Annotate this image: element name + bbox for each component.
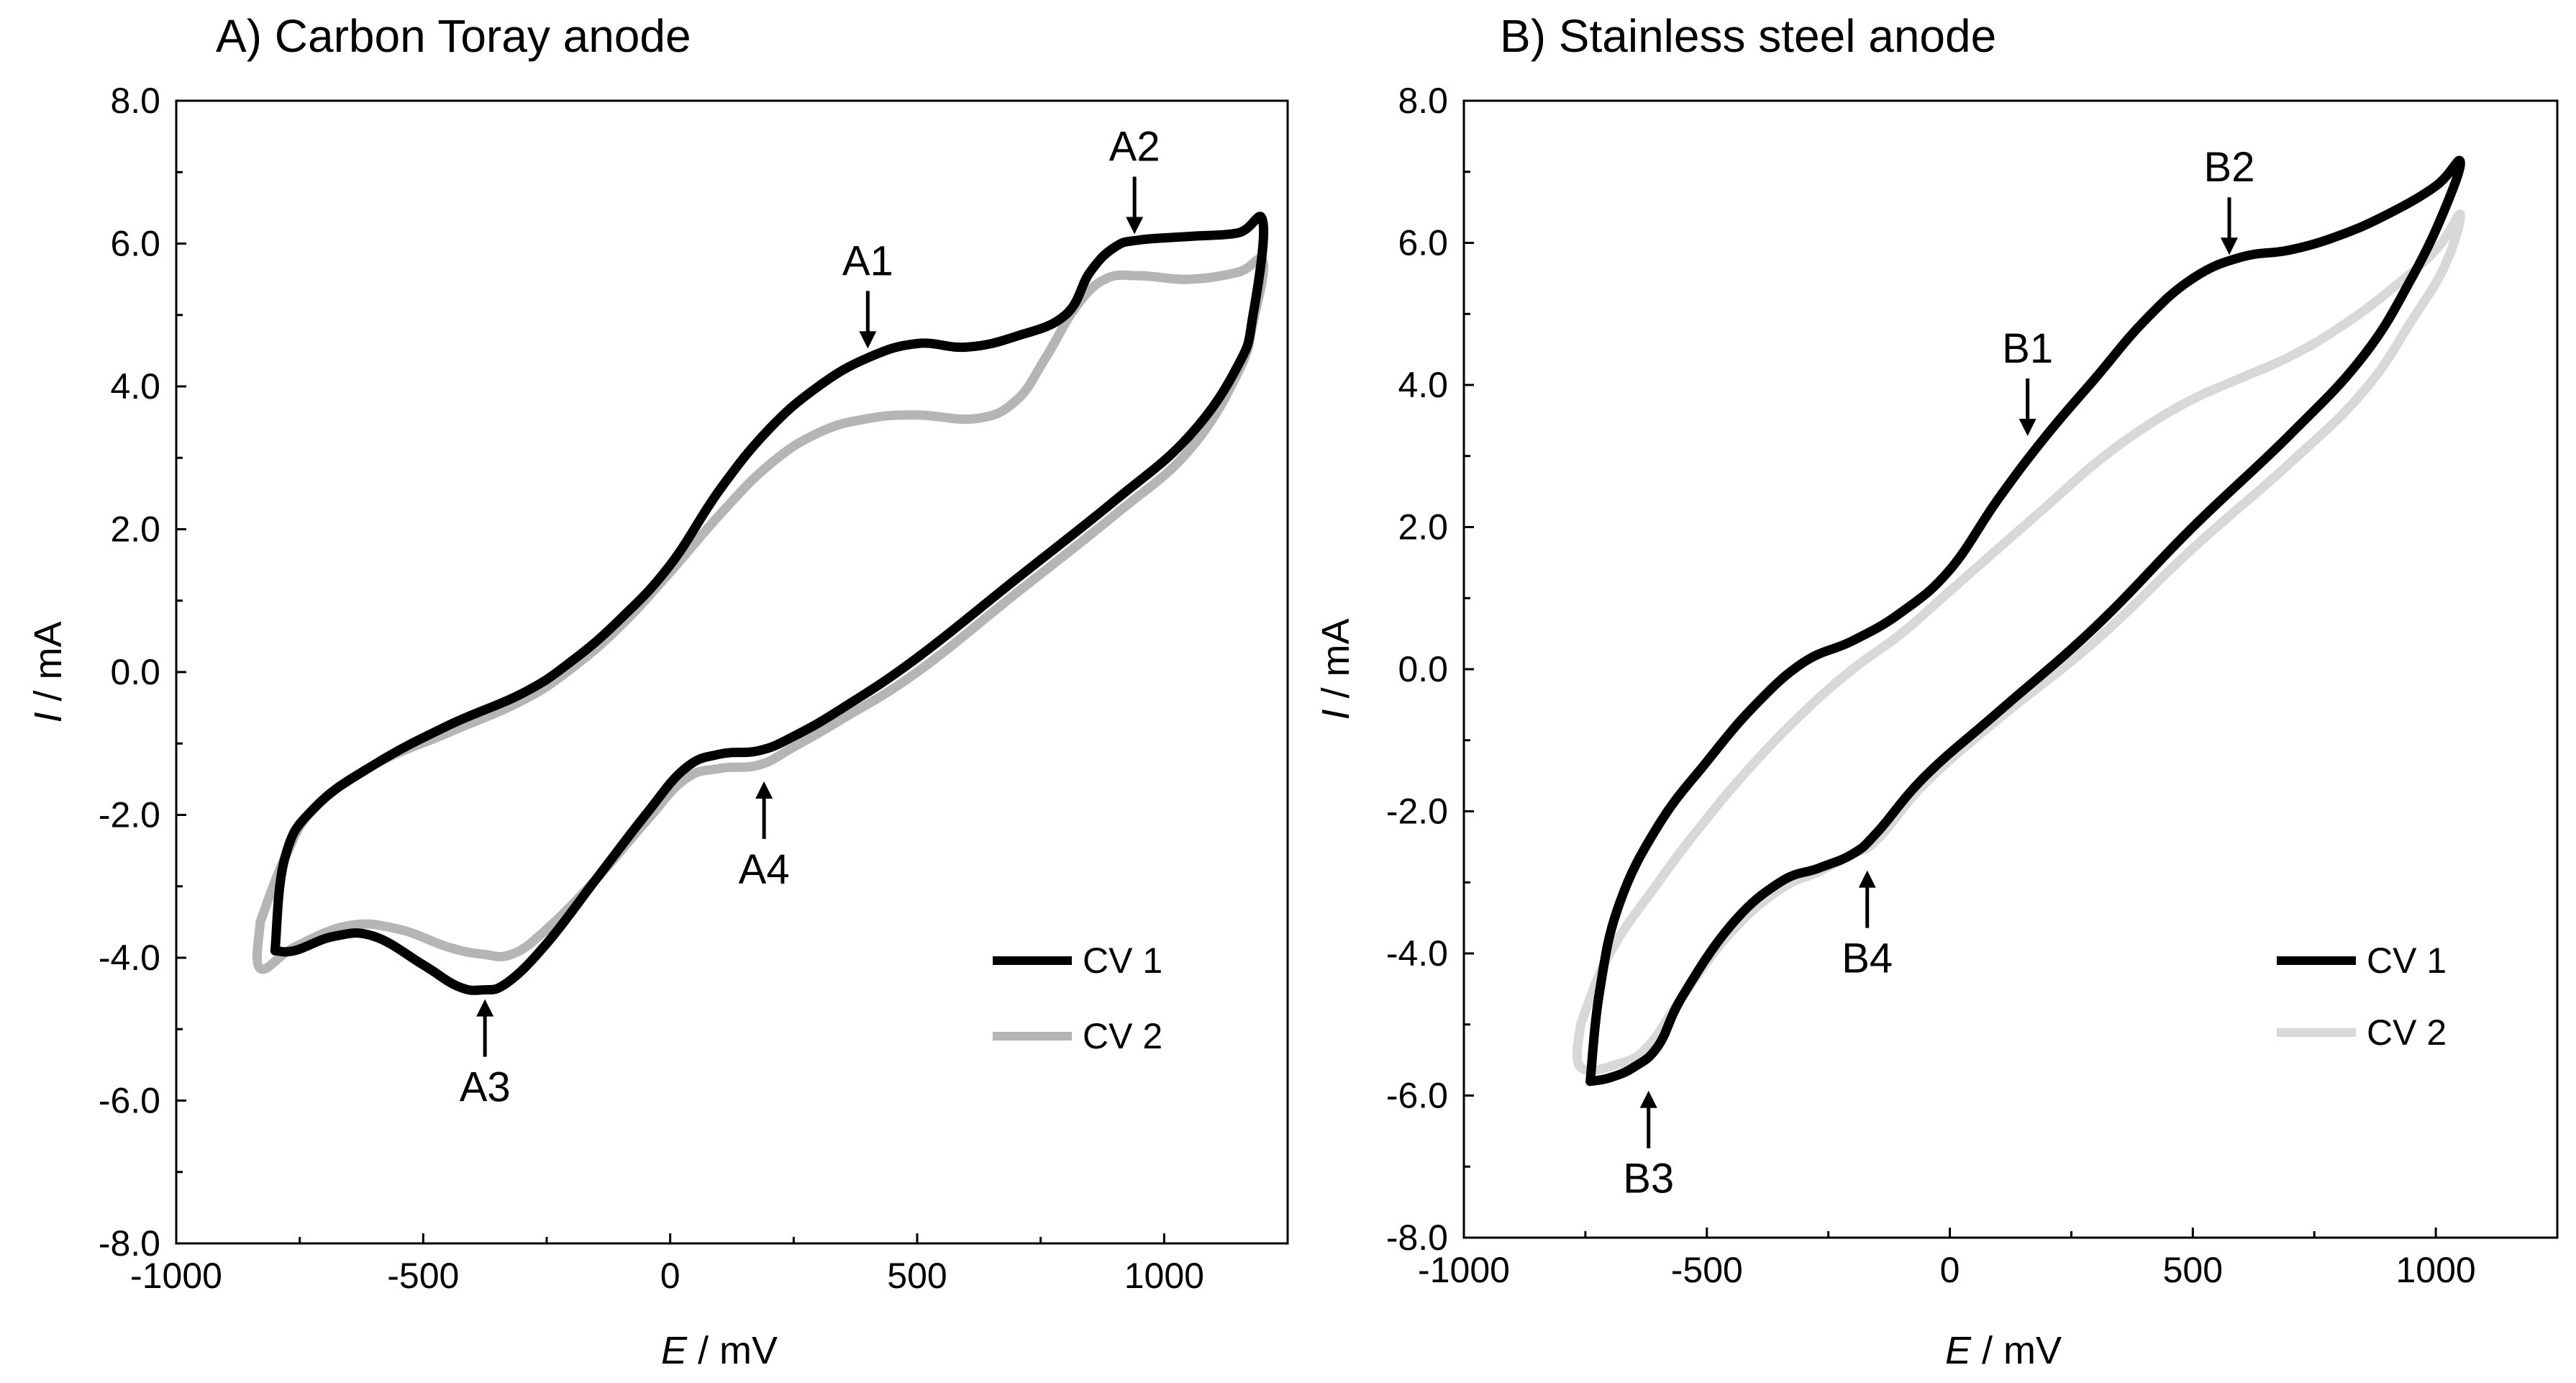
panel-b-y-tick-label: 2.0 bbox=[1398, 507, 1448, 548]
panel-a-y-tick-label: 8.0 bbox=[110, 81, 160, 121]
panel-b-legend: CV 1 CV 2 bbox=[2277, 940, 2447, 1053]
panel-b-x-tick-label: -1000 bbox=[1418, 1250, 1510, 1290]
panel-a-y-tick-label: 4.0 bbox=[110, 366, 160, 407]
panel-b-ticks: -8.0 -6.0 -4.0 -2.0 0.0 2.0 4.0 6.0 8.0 -1000 -500… bbox=[1386, 81, 2476, 1290]
panel-a-y-axis-label: I / mA bbox=[27, 621, 70, 722]
panel-b-y-tick-label: -8.0 bbox=[1386, 1218, 1448, 1258]
panel-b-y-axis-unit: / mA bbox=[1314, 618, 1357, 709]
panel-b-annotation-arrow-head bbox=[1858, 870, 1876, 888]
panel-a-y-tick-label: -4.0 bbox=[99, 938, 160, 978]
panel-b-x-axis-unit: / mV bbox=[1971, 1329, 2062, 1372]
panel-b-x-tick-label: -500 bbox=[1671, 1250, 1743, 1290]
panel-a: A) Carbon Toray anode -8.0 -6.0 -4.0 -2.0 0.… bbox=[27, 10, 1289, 1372]
panel-b-x-axis-var: E bbox=[1945, 1329, 1972, 1372]
panel-b-legend-label-cv2: CV 2 bbox=[2367, 1012, 2447, 1053]
panel-b-y-tick-label: 8.0 bbox=[1398, 81, 1448, 121]
panel-b-annotation-label-b1: B1 bbox=[2002, 325, 2053, 372]
panel-b-title: B) Stainless steel anode bbox=[1500, 10, 1996, 62]
panel-a-annotation-label-a1: A1 bbox=[842, 237, 893, 284]
panel-a-x-tick-label: 500 bbox=[887, 1256, 947, 1296]
panel-b-y-tick-label: -4.0 bbox=[1386, 933, 1448, 974]
panel-b-y-tick-label: -6.0 bbox=[1386, 1076, 1448, 1116]
panel-b-y-tick-label: 4.0 bbox=[1398, 365, 1448, 405]
panel-a-y-tick-label: 0.0 bbox=[110, 652, 160, 692]
panel-a-legend-label-cv2: CV 2 bbox=[1083, 1016, 1162, 1056]
panel-a-annotations: A1 A2 A3 A4 bbox=[460, 124, 1160, 1111]
panel-b-x-axis-label: E / mV bbox=[1945, 1329, 2062, 1372]
panel-b-annotation-arrow-head bbox=[2221, 237, 2238, 255]
panel-b-annotation-label-b2: B2 bbox=[2204, 144, 2255, 191]
panel-b-annotation-label-b3: B3 bbox=[1623, 1156, 1674, 1202]
panel-a-y-tick-label: -2.0 bbox=[99, 795, 160, 835]
panel-a-series-cv1-line bbox=[270, 212, 1269, 995]
panel-b-annotations: B1 B2 B3 B4 bbox=[1623, 144, 2254, 1202]
panel-a-legend-label-cv1: CV 1 bbox=[1083, 940, 1162, 981]
panel-b-curves bbox=[1572, 155, 2465, 1087]
panel-a-annotation-label-a4: A4 bbox=[739, 846, 790, 893]
panel-b-legend-label-cv1: CV 1 bbox=[2367, 940, 2447, 981]
panel-b: B) Stainless steel anode -8.0 -6.0 -4.0 -2.… bbox=[1314, 10, 2559, 1372]
panel-a-curves bbox=[252, 212, 1269, 995]
panel-a-x-tick-label: 0 bbox=[660, 1256, 681, 1296]
panel-a-ticks: -8.0 -6.0 -4.0 -2.0 0.0 2.0 4.0 6.0 8.0 -1000 -500… bbox=[99, 81, 1204, 1296]
panel-a-annotation-arrow-head bbox=[859, 331, 877, 349]
panel-a-y-tick-label: -8.0 bbox=[99, 1223, 160, 1264]
panel-b-series-cv1-line bbox=[1585, 155, 2465, 1087]
panel-b-x-tick-label: 500 bbox=[2163, 1250, 2223, 1290]
panel-a-x-axis-unit: / mV bbox=[687, 1329, 778, 1372]
panel-a-y-tick-label: -6.0 bbox=[99, 1081, 160, 1121]
panel-a-annotation-arrow-head bbox=[476, 999, 494, 1017]
panel-a-annotation-arrow-head bbox=[755, 781, 773, 799]
panel-a-x-tick-label: 1000 bbox=[1124, 1256, 1204, 1296]
panel-a-x-axis-label: E / mV bbox=[661, 1329, 778, 1372]
panel-b-y-tick-label: 6.0 bbox=[1398, 223, 1448, 263]
panel-a-y-axis-var: I bbox=[27, 712, 70, 723]
panel-a-title: A) Carbon Toray anode bbox=[216, 10, 691, 62]
panel-b-x-tick-label: 0 bbox=[1940, 1250, 1960, 1290]
panel-b-y-axis-label: I / mA bbox=[1314, 618, 1357, 720]
panel-a-y-axis-unit: / mA bbox=[27, 621, 70, 712]
panel-b-annotation-arrow-head bbox=[2019, 419, 2036, 436]
panel-a-annotation-label-a3: A3 bbox=[460, 1064, 511, 1111]
panel-a-x-tick-label: -1000 bbox=[130, 1256, 222, 1296]
panel-b-y-tick-label: -2.0 bbox=[1386, 792, 1448, 832]
panel-a-annotation-label-a2: A2 bbox=[1109, 124, 1160, 171]
panel-a-annotation-arrow-head bbox=[1126, 217, 1144, 235]
panel-b-y-axis-var: I bbox=[1314, 709, 1357, 720]
panel-b-x-tick-label: 1000 bbox=[2395, 1250, 2475, 1290]
panel-a-x-axis-var: E bbox=[661, 1329, 688, 1372]
panel-a-y-tick-label: 2.0 bbox=[110, 509, 160, 550]
panel-a-y-tick-label: 6.0 bbox=[110, 224, 160, 264]
panel-b-y-tick-label: 0.0 bbox=[1398, 649, 1448, 689]
panel-a-legend: CV 1 CV 2 bbox=[993, 940, 1162, 1056]
panel-b-annotation-arrow-head bbox=[1639, 1090, 1657, 1108]
panel-b-annotation-label-b4: B4 bbox=[1842, 935, 1893, 982]
panel-a-x-tick-label: -500 bbox=[387, 1256, 459, 1296]
